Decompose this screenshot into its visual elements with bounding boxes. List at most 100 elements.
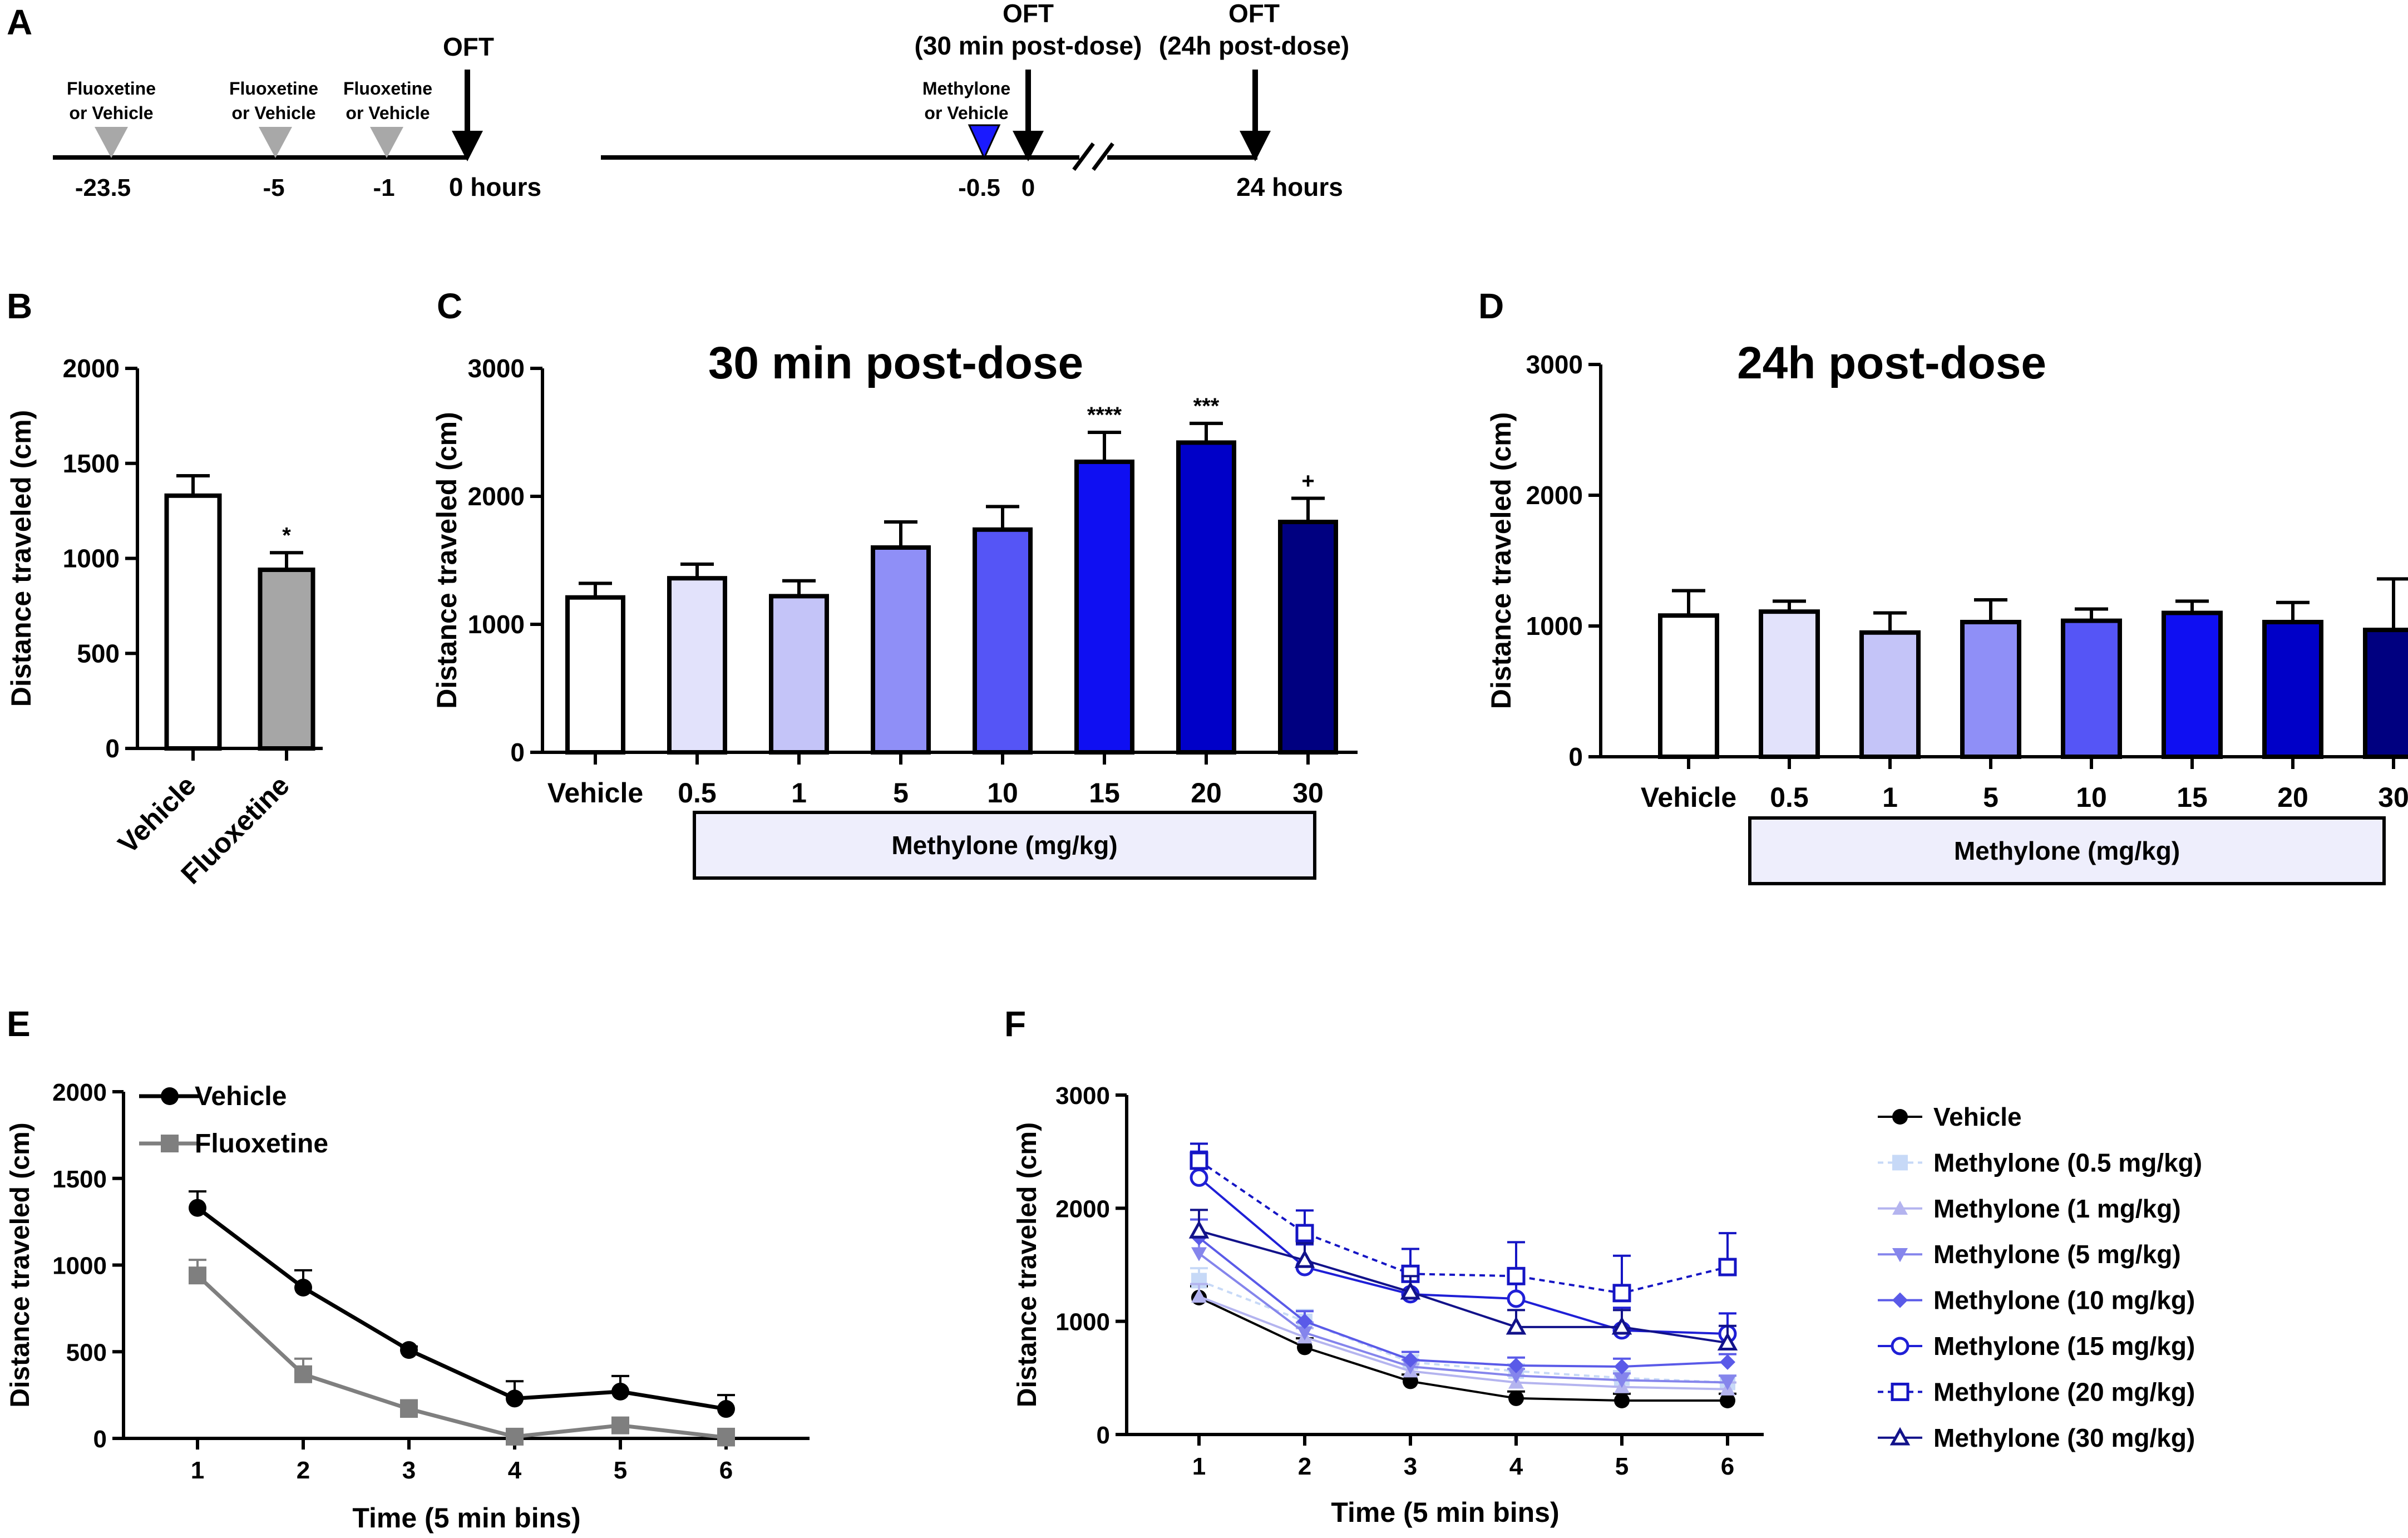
series-line — [1198, 1160, 1728, 1294]
x-tick-label: 0.5 — [678, 777, 717, 809]
marker-triangle-down — [1508, 1369, 1524, 1384]
chart-panel-b: B 0 500 1000 1500 2000 Distance traveled (cm) V… — [6, 286, 323, 890]
marker-triangle-down — [1614, 1374, 1630, 1388]
y-axis-label: Distance traveled (cm) — [1013, 1122, 1042, 1407]
x-tick-label: Vehicle — [1641, 782, 1736, 813]
timeline-panel: A Fluoxetine or Vehicle -23.5 Fluoxetine… — [7, 0, 1349, 201]
event-arrow-gray — [370, 127, 403, 158]
x-tick-label: 5 — [614, 1457, 627, 1484]
x-tick-label: 5 — [1615, 1453, 1629, 1480]
series-line — [1198, 1279, 1728, 1384]
timeline-left-event-3: Fluoxetine or Vehicle -1 — [343, 78, 432, 201]
bar — [769, 594, 829, 755]
legend-item: Vehicle — [139, 1082, 287, 1111]
x-tick-label: Vehicle — [547, 777, 643, 809]
bar — [2363, 628, 2408, 760]
marker-open-triangle — [1611, 1316, 1632, 1335]
marker-open-triangle — [1294, 1249, 1315, 1268]
marker-square — [400, 1400, 418, 1418]
marker-circle — [1508, 1390, 1524, 1406]
event-arrow-gray — [95, 127, 128, 158]
marker-triangle — [1892, 1200, 1908, 1215]
panel-label: B — [7, 286, 32, 326]
series-1 — [189, 1259, 735, 1447]
x-tick-label: 1 — [791, 777, 807, 809]
legend-item: Methylone (10 mg/kg) — [1878, 1286, 2195, 1315]
y-tick-label: 500 — [77, 639, 120, 668]
xlabel-box — [693, 811, 1316, 880]
series-line — [1198, 1297, 1728, 1402]
x-tick-label: 6 — [719, 1457, 733, 1484]
y-axis-label: Distance traveled (cm) — [1486, 412, 1517, 709]
test1-time: 0 — [1022, 174, 1035, 201]
test-label: OFT — [443, 32, 494, 61]
marker-circle — [1720, 1393, 1735, 1408]
bar — [1759, 609, 1820, 760]
x-tick-label: 3 — [402, 1457, 416, 1484]
test1-line1: OFT — [1003, 0, 1054, 28]
marker-circle — [400, 1341, 418, 1359]
x-tick-label: 4 — [508, 1457, 522, 1484]
marker-circle — [717, 1400, 735, 1418]
event-time: -5 — [263, 174, 284, 201]
dose-label-line1: Methylone — [922, 78, 1010, 98]
end-label: 0 hours — [449, 172, 541, 201]
x-tick-label: 10 — [987, 777, 1018, 809]
x-tick-label: 5 — [1983, 782, 1999, 813]
x-tick-label: 0.5 — [1770, 782, 1809, 813]
event-label-line2: or Vehicle — [69, 103, 153, 123]
significance-mark: + — [1301, 469, 1314, 493]
marker-circle — [189, 1199, 206, 1217]
panel-label: E — [7, 1004, 31, 1044]
series-line — [196, 1274, 727, 1440]
x-tick-label: 30 — [1292, 777, 1324, 809]
marker-square — [294, 1365, 312, 1383]
marker-square — [717, 1428, 735, 1447]
y-tick-label: 2000 — [1526, 481, 1583, 510]
event-label-line1: Fluoxetine — [67, 78, 156, 98]
series-line — [196, 1206, 727, 1411]
bar — [667, 576, 727, 755]
bar — [973, 527, 1033, 755]
axis-break-mark — [1092, 142, 1114, 171]
panel-label: D — [1478, 286, 1504, 326]
y-tick-label: 2000 — [52, 1079, 107, 1106]
x-tick-label: 30 — [2378, 782, 2408, 813]
significance-mark: *** — [1193, 394, 1220, 418]
event-arrow-gray — [259, 127, 292, 158]
y-tick-label: 1000 — [63, 544, 120, 573]
marker-open-circle — [1190, 1168, 1208, 1187]
y-tick-label: 3000 — [468, 354, 525, 383]
marker-circle — [1297, 1339, 1312, 1355]
event-time: -1 — [373, 174, 394, 201]
test2-line2: (24h post-dose) — [1159, 31, 1349, 60]
x-tick-label: 15 — [2177, 782, 2208, 813]
bar — [1658, 613, 1719, 759]
series-3 — [1190, 1235, 1736, 1391]
y-tick-label: 500 — [66, 1339, 107, 1366]
marker-open-triangle — [1188, 1220, 1210, 1239]
event-label-line2: or Vehicle — [346, 103, 430, 123]
series-line — [1198, 1236, 1728, 1368]
series-4 — [1190, 1218, 1736, 1374]
bar — [871, 545, 931, 755]
marker-open-triangle — [1717, 1332, 1738, 1350]
bar — [2262, 619, 2323, 759]
dose-arrow-blue — [968, 124, 1001, 160]
series-line — [1198, 1230, 1728, 1344]
x-tick-label: 15 — [1089, 777, 1120, 809]
marker-square — [611, 1416, 629, 1435]
y-tick-label: 0 — [1097, 1422, 1110, 1449]
bar — [565, 595, 625, 755]
y-tick-label: 1000 — [1526, 612, 1583, 640]
event-label-line1: Fluoxetine — [343, 78, 432, 98]
series-5 — [1190, 1150, 1737, 1343]
x-axis-label: Time (5 min bins) — [1331, 1497, 1559, 1528]
series-0 — [1190, 1285, 1736, 1408]
marker-diamond — [1614, 1359, 1630, 1374]
y-tick-label: 0 — [93, 1426, 107, 1453]
legend-label: Vehicle — [1933, 1102, 2022, 1131]
x-tick-label: 1 — [191, 1457, 204, 1484]
marker-diamond — [1720, 1354, 1735, 1370]
y-tick-label: 3000 — [1055, 1082, 1110, 1110]
